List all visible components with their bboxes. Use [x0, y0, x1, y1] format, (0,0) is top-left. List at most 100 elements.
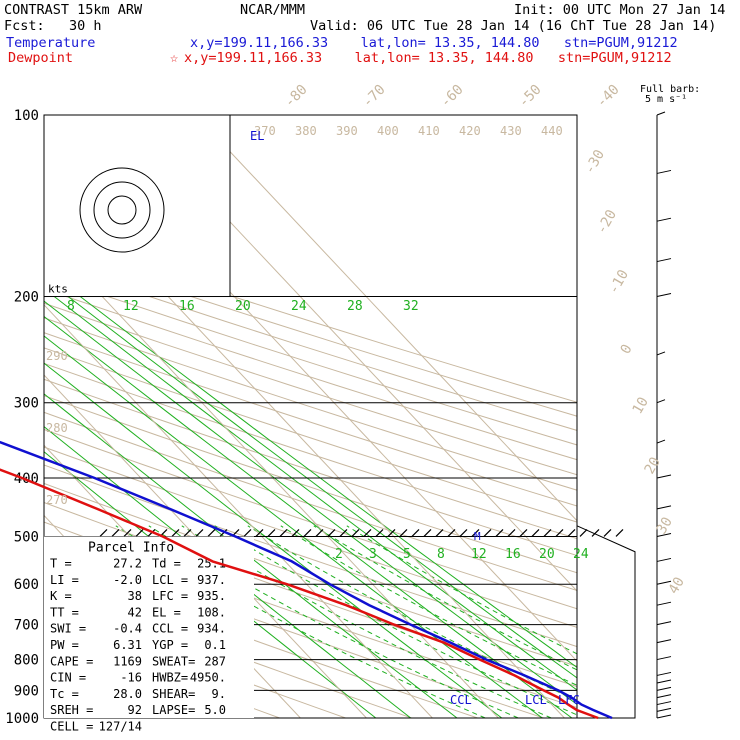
hatch-mark — [111, 529, 120, 537]
parcel-value: 1169 — [113, 654, 142, 668]
wind-barb — [656, 258, 672, 263]
parcel-value: 0.1 — [204, 638, 226, 652]
m-label: M — [474, 530, 481, 543]
pressure-tick-label: 1000 — [5, 711, 39, 727]
parcel-value: 287 — [204, 654, 226, 668]
hatch-mark — [507, 529, 516, 537]
isotherm — [44, 374, 367, 718]
hatch-mark — [615, 529, 624, 537]
parcel-value: 4950. — [190, 671, 226, 685]
dry-adiabat — [44, 302, 577, 476]
theta-label: 380 — [295, 124, 317, 138]
hatch-mark — [219, 529, 228, 537]
parcel-value: 38 — [128, 589, 142, 603]
hatch-mark — [123, 529, 132, 537]
theta-label: 400 — [377, 124, 399, 138]
parcel-key: LCL = — [152, 573, 188, 587]
parcel-key: CIN = — [50, 671, 86, 685]
parcel-key: K = — [50, 589, 72, 603]
parcel-key: Td = — [152, 556, 181, 570]
parcel-value: 42 — [128, 605, 142, 619]
dry-adiabat — [44, 274, 577, 446]
hatch-mark — [99, 529, 108, 537]
dry-adiabats — [44, 234, 577, 718]
pressure-tick-label: 200 — [14, 290, 39, 306]
mixing-ratio-low-label: 8 — [437, 547, 445, 562]
valid-time: Valid: 06 UTC Tue 28 Jan 14 (16 ChT Tue … — [310, 18, 717, 34]
dewpoint-line — [0, 468, 599, 720]
lfc-label: LFC — [558, 693, 580, 707]
moist-adiabat — [148, 525, 519, 718]
dry-adiabat — [44, 332, 577, 507]
mixing-ratio-low-label: 20 — [539, 547, 555, 562]
mixing-ratio-low-label: 16 — [505, 547, 521, 562]
hatch-mark — [315, 529, 324, 537]
dry-adiabat — [44, 247, 577, 417]
wind-barb — [656, 679, 672, 684]
hatch-mark — [207, 529, 216, 537]
hatch-mark — [579, 529, 588, 537]
parcel-value: 25.1 — [197, 556, 226, 570]
mixing-ratio-low-label: 5 — [403, 547, 411, 562]
hatch-mark — [387, 529, 396, 537]
hodograph: kts — [43, 114, 231, 298]
hatch-mark — [399, 529, 408, 537]
mixing-ratio-top-label: 20 — [235, 299, 251, 314]
hatch-mark — [279, 529, 288, 537]
parcel-value: 9. — [212, 687, 226, 701]
dry-adiabat — [44, 562, 478, 718]
parcel-value: -2.0 — [113, 573, 142, 587]
hatch-mark — [531, 529, 540, 537]
theta-label: 430 — [500, 124, 522, 138]
parcel-key: Tc = — [50, 687, 79, 701]
wind-barb — [656, 639, 672, 644]
hatch-mark — [339, 529, 348, 537]
wind-barb — [656, 399, 666, 404]
mixing-ratio-low-label: 24 — [573, 547, 589, 562]
pressure-tick-label: 900 — [14, 683, 39, 699]
parcel-key: EL = — [152, 605, 181, 619]
parcel-info-panel: Parcel Info T = 27.2 Td = 25.1 LI = -2.0 LCL = 9… — [44, 529, 624, 733]
hatch-mark — [135, 529, 144, 537]
hatch-mark — [459, 529, 468, 537]
parcel-key: CELL = — [50, 719, 93, 733]
pressure-tick-label: 800 — [14, 653, 39, 669]
hatch-mark — [327, 529, 336, 537]
right-isotherm-label: 30 — [654, 514, 676, 537]
wind-barb — [656, 714, 672, 719]
parcel-value: 108. — [197, 605, 226, 619]
el-label: EL — [250, 129, 264, 143]
hodograph-frame — [43, 114, 231, 298]
pressure-tick-label: 300 — [14, 396, 39, 412]
hodograph-units: kts — [48, 283, 68, 296]
dry-adiabat — [44, 347, 577, 523]
hatch-mark — [171, 529, 180, 537]
dewpoint-location: x,y=199.11,166.33 lat,lon= 13.35, 144.80… — [184, 50, 672, 66]
dewpoint-legend: Dewpoint — [8, 50, 74, 66]
parcel-key: TT = — [50, 605, 79, 619]
right-isotherm-label: -20 — [594, 207, 621, 237]
wind-barb — [656, 351, 666, 356]
left-theta-label: 270 — [46, 493, 68, 507]
mixing-ratio-low-label: 3 — [369, 547, 377, 562]
mixing-ratio-top-label: 28 — [347, 299, 363, 314]
hodograph-ring — [107, 195, 137, 225]
right-isotherm-label: -10 — [606, 267, 633, 297]
parcel-value: 937. — [197, 573, 226, 587]
dry-adiabat — [44, 446, 577, 628]
hatch-mark — [363, 529, 372, 537]
theta-label: 420 — [459, 124, 481, 138]
dry-adiabat — [44, 411, 577, 592]
barb-key-line1: Full barb: — [640, 84, 701, 95]
moist-adiabat — [247, 525, 577, 701]
right-isotherm-label: 20 — [642, 454, 664, 477]
isotherm-label: -70 — [360, 82, 389, 111]
dry-adiabat — [44, 288, 577, 461]
parcel-key: T = — [50, 556, 72, 570]
wind-barb — [656, 169, 672, 174]
hatch-mark — [423, 529, 432, 537]
hatch-mark — [447, 529, 456, 537]
mixing-ratio-top-label: 8 — [67, 299, 75, 314]
isotherm-label: -40 — [594, 82, 623, 111]
